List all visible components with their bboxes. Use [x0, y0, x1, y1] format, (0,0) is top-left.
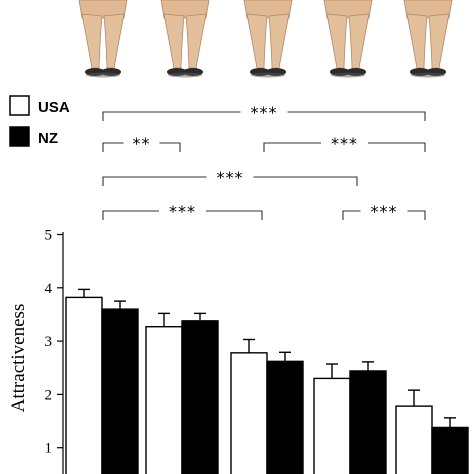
significance-bracket [102, 111, 426, 121]
significance-brackets: ***** ********* *** [102, 103, 426, 221]
y-tick-label: 1 [45, 441, 53, 457]
significance-bracket [342, 210, 426, 220]
bar-nz [349, 370, 387, 474]
axes: Attractiveness [8, 232, 64, 474]
bar-usa [313, 377, 351, 474]
legend-label-usa: USA [38, 99, 70, 116]
significance-stars: *** [169, 202, 196, 221]
significance-stars: *** [371, 202, 398, 221]
y-ticks: 1 2 3 4 5 [45, 228, 63, 457]
body-figure-icon [323, 0, 373, 78]
y-tick-label: 2 [45, 387, 53, 403]
legend-label-nz: NZ [38, 130, 58, 147]
bar-usa [395, 405, 433, 474]
bar-usa [65, 296, 103, 474]
body-figure-icon [78, 0, 128, 78]
legend-swatch-nz [9, 126, 30, 147]
significance-stars: *** [331, 134, 358, 153]
legend-swatch-usa [9, 95, 30, 116]
bar-usa [230, 352, 268, 474]
significance-stars: ** [133, 134, 151, 153]
bar-nz [266, 360, 304, 474]
y-tick-label: 4 [45, 281, 53, 297]
significance-bracket [263, 142, 426, 152]
y-axis-label: Attractiveness [8, 304, 29, 413]
y-tick-label: 5 [45, 228, 53, 244]
legend: USA NZ [9, 95, 70, 147]
body-figures [78, 0, 453, 78]
significance-stars: *** [217, 168, 244, 187]
significance-bracket [102, 210, 263, 220]
y-tick-label: 3 [45, 334, 53, 350]
body-figure-icon [403, 0, 453, 78]
bar-usa [145, 326, 183, 474]
significance-stars: *** [251, 103, 278, 122]
significance-bracket [102, 142, 181, 152]
bar-nz [431, 426, 469, 474]
body-figure-icon [160, 0, 210, 78]
significance-bracket [102, 176, 358, 186]
bar-nz [101, 308, 139, 474]
bars [65, 288, 469, 474]
body-figure-icon [243, 0, 293, 78]
bar-nz [181, 320, 219, 474]
